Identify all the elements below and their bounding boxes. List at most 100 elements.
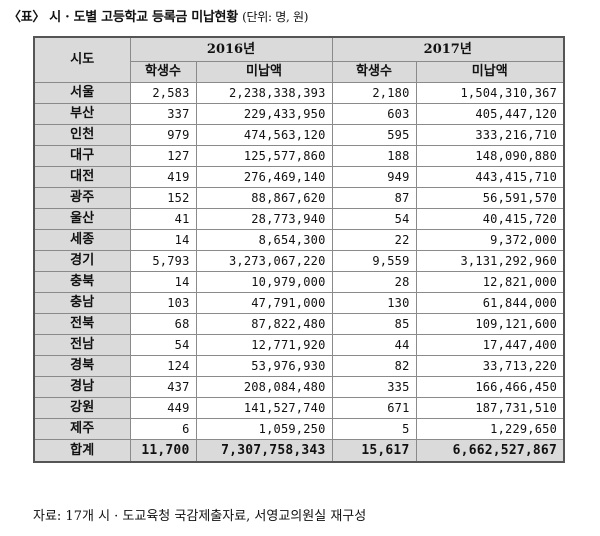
cell-unpaid-2016: 1,059,250 (195, 418, 333, 440)
cell-students-2016: 14 (129, 271, 197, 293)
table-row: 제주 6 1,059,250 5 1,229,650 (33, 418, 565, 440)
cell-students-2017: 671 (331, 397, 417, 419)
cell-unpaid-2016: 125,577,860 (195, 145, 333, 167)
cell-region: 경북 (33, 355, 131, 377)
cell-students-2016: 979 (129, 124, 197, 146)
cell-unpaid-2017: 1,504,310,367 (415, 82, 565, 104)
table-row: 경북 124 53,976,930 82 33,713,220 (33, 355, 565, 377)
cell-students-2016: 419 (129, 166, 197, 188)
cell-unpaid-2016: 474,563,120 (195, 124, 333, 146)
cell-region: 제주 (33, 418, 131, 440)
cell-students-2016: 127 (129, 145, 197, 167)
cell-unpaid-2017: 1,229,650 (415, 418, 565, 440)
table-row: 충북 14 10,979,000 28 12,821,000 (33, 271, 565, 293)
cell-students-2017: 85 (331, 313, 417, 335)
cell-unpaid-2017: 405,447,120 (415, 103, 565, 125)
cell-students-2016: 54 (129, 334, 197, 356)
cell-unpaid-2017: 17,447,400 (415, 334, 565, 356)
cell-unpaid-2016: 2,238,338,393 (195, 82, 333, 104)
cell-region: 충북 (33, 271, 131, 293)
cell-unpaid-2016: 10,979,000 (195, 271, 333, 293)
cell-students-2017: 335 (331, 376, 417, 398)
total-row: 합계 11,700 7,307,758,343 15,617 6,662,527,867 (33, 439, 565, 463)
cell-unpaid-2017: 333,216,710 (415, 124, 565, 146)
header-year-2017: 2017년 (331, 36, 565, 62)
cell-unpaid-2016: 3,273,067,220 (195, 250, 333, 272)
cell-students-2017: 87 (331, 187, 417, 209)
table-row: 전북 68 87,822,480 85 109,121,600 (33, 313, 565, 335)
cell-unpaid-2016: 208,084,480 (195, 376, 333, 398)
cell-students-2016: 152 (129, 187, 197, 209)
table-row: 대전 419 276,469,140 949 443,415,710 (33, 166, 565, 188)
table-row: 충남 103 47,791,000 130 61,844,000 (33, 292, 565, 314)
cell-region: 대전 (33, 166, 131, 188)
cell-unpaid-2017: 61,844,000 (415, 292, 565, 314)
cell-unpaid-2016: 276,469,140 (195, 166, 333, 188)
cell-students-2016: 2,583 (129, 82, 197, 104)
cell-students-2017: 5 (331, 418, 417, 440)
cell-unpaid-2016: 53,976,930 (195, 355, 333, 377)
cell-students-2017: 2,180 (331, 82, 417, 104)
cell-region: 세종 (33, 229, 131, 251)
unpaid-tuition-table: 시도 2016년 2017년 학생수 미납액 학생수 미납액 서울 2,583 2,… (33, 36, 565, 463)
table-row: 울산 41 28,773,940 54 40,415,720 (33, 208, 565, 230)
cell-region: 충남 (33, 292, 131, 314)
cell-unpaid-2016: 12,771,920 (195, 334, 333, 356)
cell-region: 강원 (33, 397, 131, 419)
table-row: 인천 979 474,563,120 595 333,216,710 (33, 124, 565, 146)
cell-unpaid-2016: 88,867,620 (195, 187, 333, 209)
cell-students-2016: 103 (129, 292, 197, 314)
cell-unpaid-2017: 9,372,000 (415, 229, 565, 251)
header-year-2016: 2016년 (129, 36, 333, 62)
cell-region: 인천 (33, 124, 131, 146)
table-title-text: 〈표〉 시 · 도별 고등학교 등록금 미납현황 (8, 10, 238, 25)
cell-region: 대구 (33, 145, 131, 167)
total-cell-region: 합계 (33, 439, 131, 463)
total-cell-unpaid-2017: 6,662,527,867 (415, 439, 565, 463)
cell-students-2016: 337 (129, 103, 197, 125)
cell-students-2016: 14 (129, 229, 197, 251)
cell-unpaid-2016: 8,654,300 (195, 229, 333, 251)
cell-unpaid-2016: 141,527,740 (195, 397, 333, 419)
cell-unpaid-2016: 87,822,480 (195, 313, 333, 335)
total-cell-students-2017: 15,617 (331, 439, 417, 463)
cell-students-2017: 603 (331, 103, 417, 125)
table-row: 부산 337 229,433,950 603 405,447,120 (33, 103, 565, 125)
cell-students-2017: 595 (331, 124, 417, 146)
table-row: 대구 127 125,577,860 188 148,090,880 (33, 145, 565, 167)
cell-region: 경기 (33, 250, 131, 272)
cell-students-2016: 5,793 (129, 250, 197, 272)
cell-unpaid-2017: 148,090,880 (415, 145, 565, 167)
cell-region: 서울 (33, 82, 131, 104)
cell-students-2016: 6 (129, 418, 197, 440)
cell-region: 전북 (33, 313, 131, 335)
cell-unpaid-2017: 40,415,720 (415, 208, 565, 230)
cell-unpaid-2016: 28,773,940 (195, 208, 333, 230)
cell-students-2016: 437 (129, 376, 197, 398)
header-unpaid-2016: 미납액 (195, 61, 333, 83)
header-students-2016: 학생수 (129, 61, 197, 83)
cell-students-2017: 188 (331, 145, 417, 167)
cell-unpaid-2017: 56,591,570 (415, 187, 565, 209)
cell-region: 전남 (33, 334, 131, 356)
table-row: 경남 437 208,084,480 335 166,466,450 (33, 376, 565, 398)
cell-students-2017: 130 (331, 292, 417, 314)
table-row: 광주 152 88,867,620 87 56,591,570 (33, 187, 565, 209)
header-students-2017: 학생수 (331, 61, 417, 83)
table-row: 서울 2,583 2,238,338,393 2,180 1,504,310,367 (33, 82, 565, 104)
cell-region: 울산 (33, 208, 131, 230)
cell-unpaid-2016: 47,791,000 (195, 292, 333, 314)
cell-unpaid-2017: 187,731,510 (415, 397, 565, 419)
cell-students-2017: 28 (331, 271, 417, 293)
cell-students-2016: 124 (129, 355, 197, 377)
cell-region: 부산 (33, 103, 131, 125)
cell-students-2017: 9,559 (331, 250, 417, 272)
cell-region: 광주 (33, 187, 131, 209)
cell-unpaid-2017: 443,415,710 (415, 166, 565, 188)
table-row: 경기 5,793 3,273,067,220 9,559 3,131,292,960 (33, 250, 565, 272)
unit-note: (단위: 명, 원) (242, 10, 309, 24)
cell-unpaid-2017: 33,713,220 (415, 355, 565, 377)
table-title: 〈표〉 시 · 도별 고등학교 등록금 미납현황 (단위: 명, 원) (8, 6, 308, 25)
cell-students-2016: 68 (129, 313, 197, 335)
table-row: 강원 449 141,527,740 671 187,731,510 (33, 397, 565, 419)
